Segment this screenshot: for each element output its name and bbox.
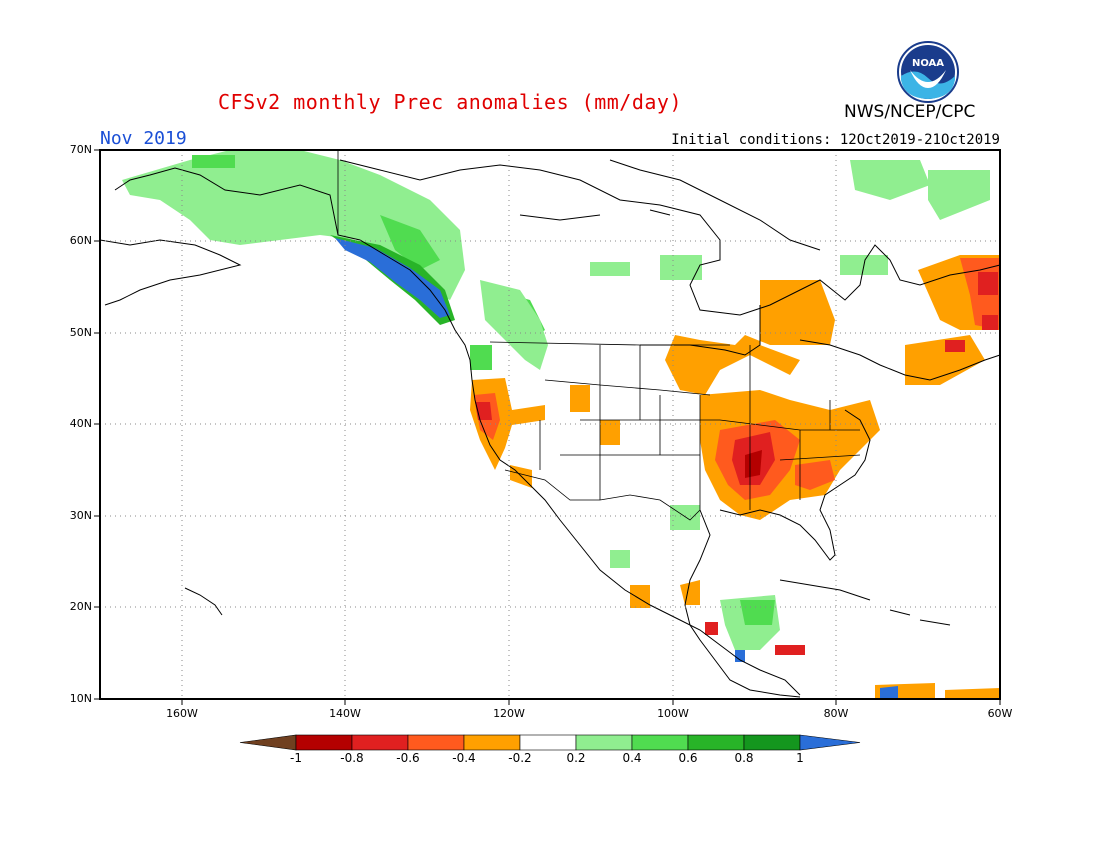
lon-label-80w: 80W [823,707,849,720]
anomaly-wet-alaska [122,150,465,300]
colorbar-label: -1 [290,751,302,765]
colorbar-segment [743,734,801,751]
anomaly-very-wet-bc [335,238,450,318]
lat-label-30n: 30N [69,509,92,522]
colorbar-label: 0.4 [622,751,642,765]
lon-label-100w: 100W [657,707,689,720]
colorbar-label: 1 [796,751,804,765]
colorbar-segment [687,734,745,751]
agency-label: NWS/NCEP/CPC [844,102,976,122]
colorbar-arrow-low [239,734,297,751]
colorbar-label: 0.6 [678,751,698,765]
colorbar-segment [519,734,577,751]
lon-label-140w: 140W [329,707,361,720]
lon-label-160w: 160W [166,707,198,720]
lat-label-60n: 60N [69,234,92,247]
forecast-month: Nov 2019 [100,128,187,149]
colorbar-label: -0.8 [340,751,364,765]
colorbar-label: 0.2 [566,751,586,765]
map-title: CFSv2 monthly Prec anomalies (mm/day) [0,90,1100,114]
anomaly-wet-rockies [480,280,548,370]
anomaly-dry-rockies [570,385,620,445]
initial-conditions: Initial conditions: 12Oct2019-21Oct2019 [671,132,1000,148]
colorbar-segment [575,734,633,751]
colorbar-segment [631,734,689,751]
lat-label-20n: 20N [69,600,92,613]
lon-label-60w: 60W [987,707,1013,720]
colorbar-label: -0.6 [396,751,420,765]
anomaly-wet-central-am [740,600,775,625]
colorbar-segment [463,734,521,751]
colorbar-label: -0.2 [508,751,532,765]
colorbar-label: -0.4 [452,751,476,765]
colorbar-segment [351,734,409,751]
anomaly-patches [122,150,1000,698]
lat-label-10n: 10N [69,692,92,705]
anomaly-wet-hudson [590,255,888,280]
colorbar-segment [295,734,353,751]
colorbar-label: 0.8 [734,751,754,765]
tick-marks [94,149,1001,705]
anomaly-wet-mexico [610,505,780,650]
anomaly-dry-labrador-core [945,272,998,352]
logo-text: NOAA [912,58,944,69]
anomaly-dry-mississippi-deep [745,450,762,478]
political-borders [337,150,861,521]
anomaly-very-wet-caribbean [735,650,898,698]
coastlines [99,159,1001,698]
anomaly-wet-pacific-nw [470,345,492,370]
lon-label-120w: 120W [493,707,525,720]
colorbar-segment [407,734,465,751]
lat-label-50n: 50N [69,326,92,339]
anomaly-dry-central-am [705,622,805,655]
lat-label-40n: 40N [69,417,92,430]
anomaly-dry-great-lakes [665,280,835,395]
anomaly-wet-greenland [850,160,990,220]
lat-label-70n: 70N [69,143,92,156]
noaa-logo-icon: NOAA [897,41,959,103]
map-title-text: CFSv2 monthly Prec anomalies (mm/day) [217,90,683,114]
grid-lines [100,150,1000,699]
colorbar-arrow-high [799,734,861,751]
